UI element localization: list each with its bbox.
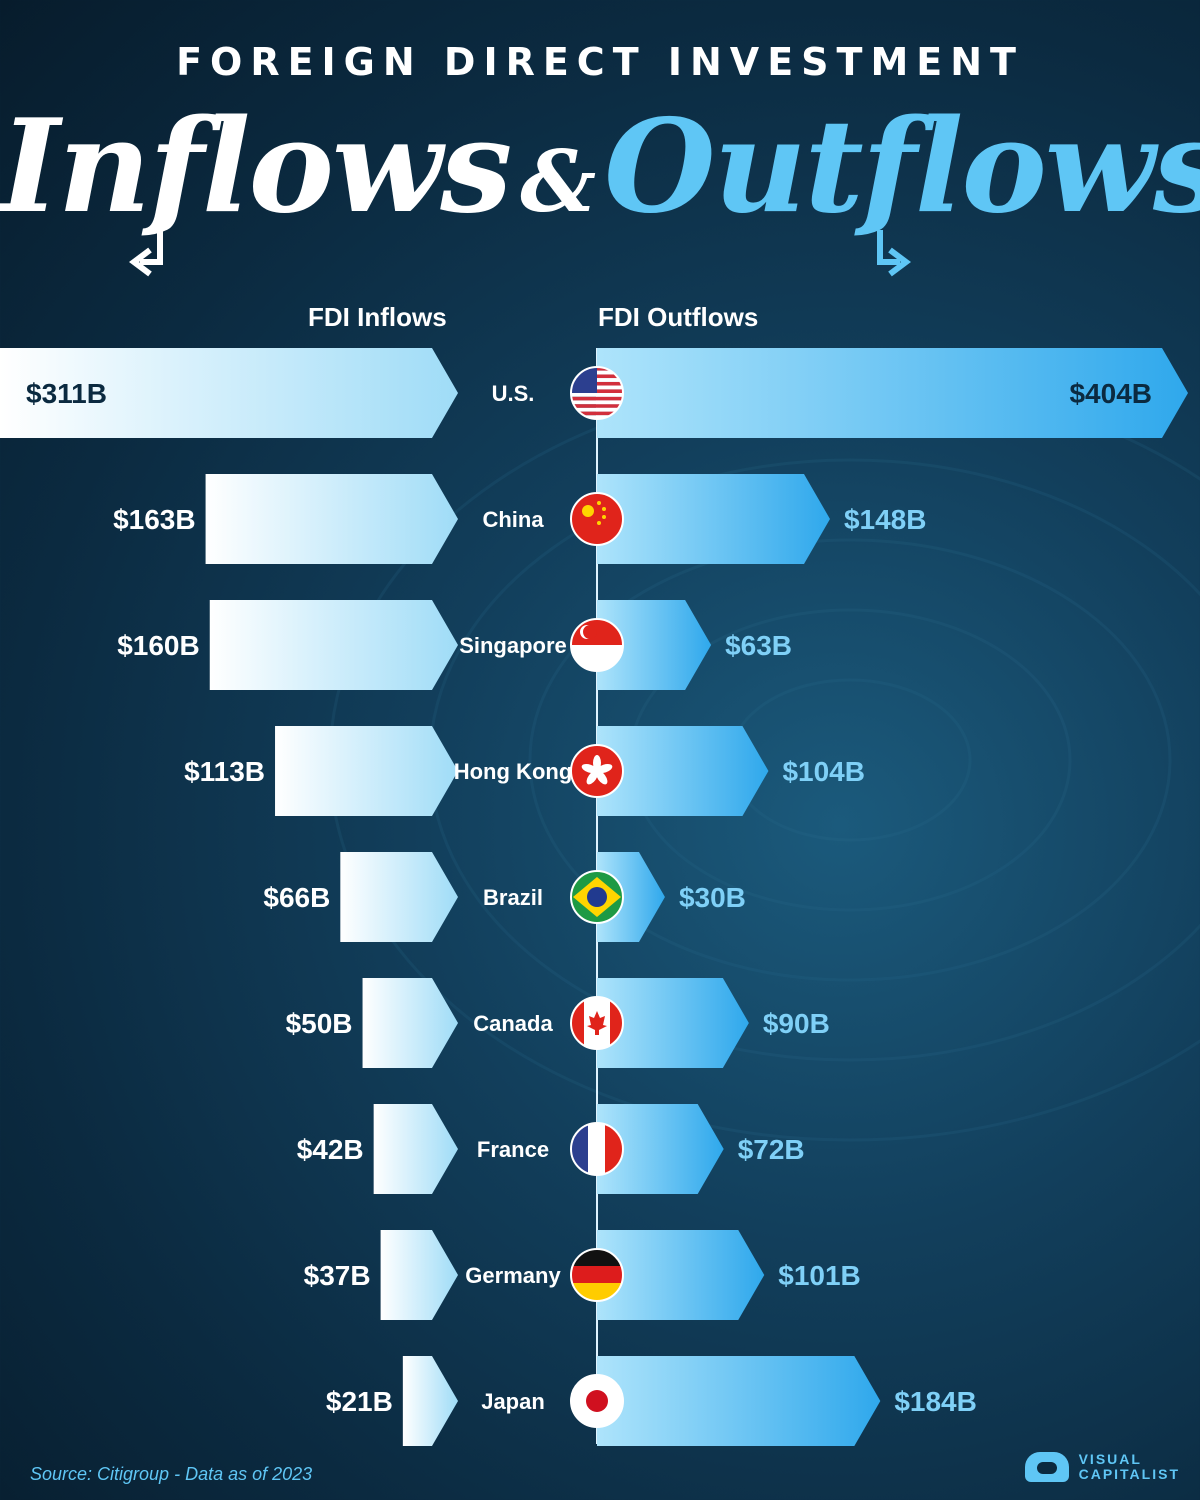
outflow-value-label: $30B — [679, 882, 746, 913]
chart-row: U.S. $311B $404B — [0, 348, 1188, 438]
inflow-bar — [380, 1230, 458, 1320]
outflow-value-label: $90B — [763, 1008, 830, 1039]
outflow-bar — [597, 474, 830, 564]
title-ampersand: & — [520, 132, 596, 231]
outflow-arrowhead-icon — [888, 247, 911, 277]
inflow-bar — [402, 1356, 458, 1446]
chart-row: Japan $21B $184B — [326, 1356, 977, 1446]
us-flag-icon — [570, 366, 624, 420]
visual-capitalist-logo-icon — [1024, 1452, 1069, 1482]
japan-flag-icon — [570, 1374, 624, 1428]
country-label: Singapore — [459, 633, 567, 658]
germany-flag-icon — [570, 1248, 624, 1302]
outflow-bar — [597, 726, 769, 816]
inflow-value-label: $163B — [113, 504, 196, 535]
outflow-bar — [597, 852, 665, 942]
outflow-bar — [597, 1230, 765, 1320]
outflow-bar — [597, 1104, 724, 1194]
inflow-value-label: $113B — [184, 756, 265, 787]
inflow-value-label: $311B — [26, 378, 107, 409]
inflow-arrowhead-icon — [129, 247, 152, 277]
inflow-bar — [209, 600, 458, 690]
inflow-value-label: $42B — [297, 1134, 364, 1165]
chart-row: Brazil $66B $30B — [263, 852, 746, 942]
brand-line1: VISUAL — [1078, 1451, 1142, 1467]
country-label: France — [477, 1137, 549, 1162]
china-flag-icon — [570, 492, 624, 546]
inflow-bar — [362, 978, 458, 1068]
chart-kicker: FOREIGN DIRECT INVESTMENT — [176, 40, 1024, 84]
title-inflows: Inflows — [0, 92, 512, 242]
inflow-bar — [340, 852, 458, 942]
chart-row: France $42B $72B — [297, 1104, 805, 1194]
outflow-value-label: $101B — [778, 1260, 861, 1291]
country-label: U.S. — [492, 381, 535, 406]
outflow-value-label: $72B — [738, 1134, 805, 1165]
country-label: Japan — [481, 1389, 545, 1414]
brand-line2: CAPITALIST — [1078, 1466, 1180, 1482]
country-label: Germany — [465, 1263, 561, 1288]
source-note: Source: Citigroup - Data as of 2023 — [30, 1464, 313, 1484]
chart-row: Canada $50B $90B — [286, 978, 830, 1068]
chart-row: Germany $37B $101B — [304, 1230, 861, 1320]
outflow-bar — [597, 978, 749, 1068]
country-label: Brazil — [483, 885, 543, 910]
canada-flag-icon — [570, 996, 624, 1050]
france-flag-icon — [570, 1122, 624, 1176]
chart-row: Hong Kong $113B $104B — [184, 726, 865, 816]
outflow-value-label: $104B — [782, 756, 865, 787]
country-label: Canada — [473, 1011, 553, 1036]
inflow-value-label: $50B — [286, 1008, 353, 1039]
outflow-value-label: $404B — [1069, 378, 1152, 409]
inflow-arrow-icon — [140, 230, 163, 265]
country-label: China — [482, 507, 544, 532]
singapore-flag-icon — [570, 618, 624, 672]
outflow-arrow-icon — [877, 230, 900, 265]
inflows-column-label: FDI Inflows — [308, 302, 447, 332]
inflow-value-label: $21B — [326, 1386, 393, 1417]
outflow-bar — [597, 1356, 881, 1446]
outflow-bar — [597, 348, 1188, 438]
inflow-bar — [373, 1104, 458, 1194]
outflow-value-label: $184B — [894, 1386, 977, 1417]
brazil-flag-icon — [570, 870, 624, 924]
outflow-value-label: $63B — [725, 630, 792, 661]
outflow-value-label: $148B — [844, 504, 927, 535]
inflow-value-label: $37B — [304, 1260, 371, 1291]
title-arrows — [129, 230, 911, 277]
title-outflows: Outflows — [604, 92, 1200, 242]
inflow-bar — [0, 348, 458, 438]
inflow-value-label: $66B — [263, 882, 330, 913]
outflows-column-label: FDI Outflows — [598, 302, 759, 332]
outflow-bar — [597, 600, 712, 690]
chart-row: China $163B $148B — [113, 474, 926, 564]
chart-title: Inflows &Outflows — [0, 92, 1200, 257]
chart-row: Singapore $160B $63B — [117, 600, 792, 690]
brand-logo: VISUAL CAPITALIST — [1024, 1451, 1180, 1482]
hong-kong-flag-icon — [570, 744, 624, 798]
inflow-value-label: $160B — [117, 630, 200, 661]
inflow-bar — [275, 726, 458, 816]
country-label: Hong Kong — [454, 759, 573, 784]
inflow-bar — [205, 474, 458, 564]
